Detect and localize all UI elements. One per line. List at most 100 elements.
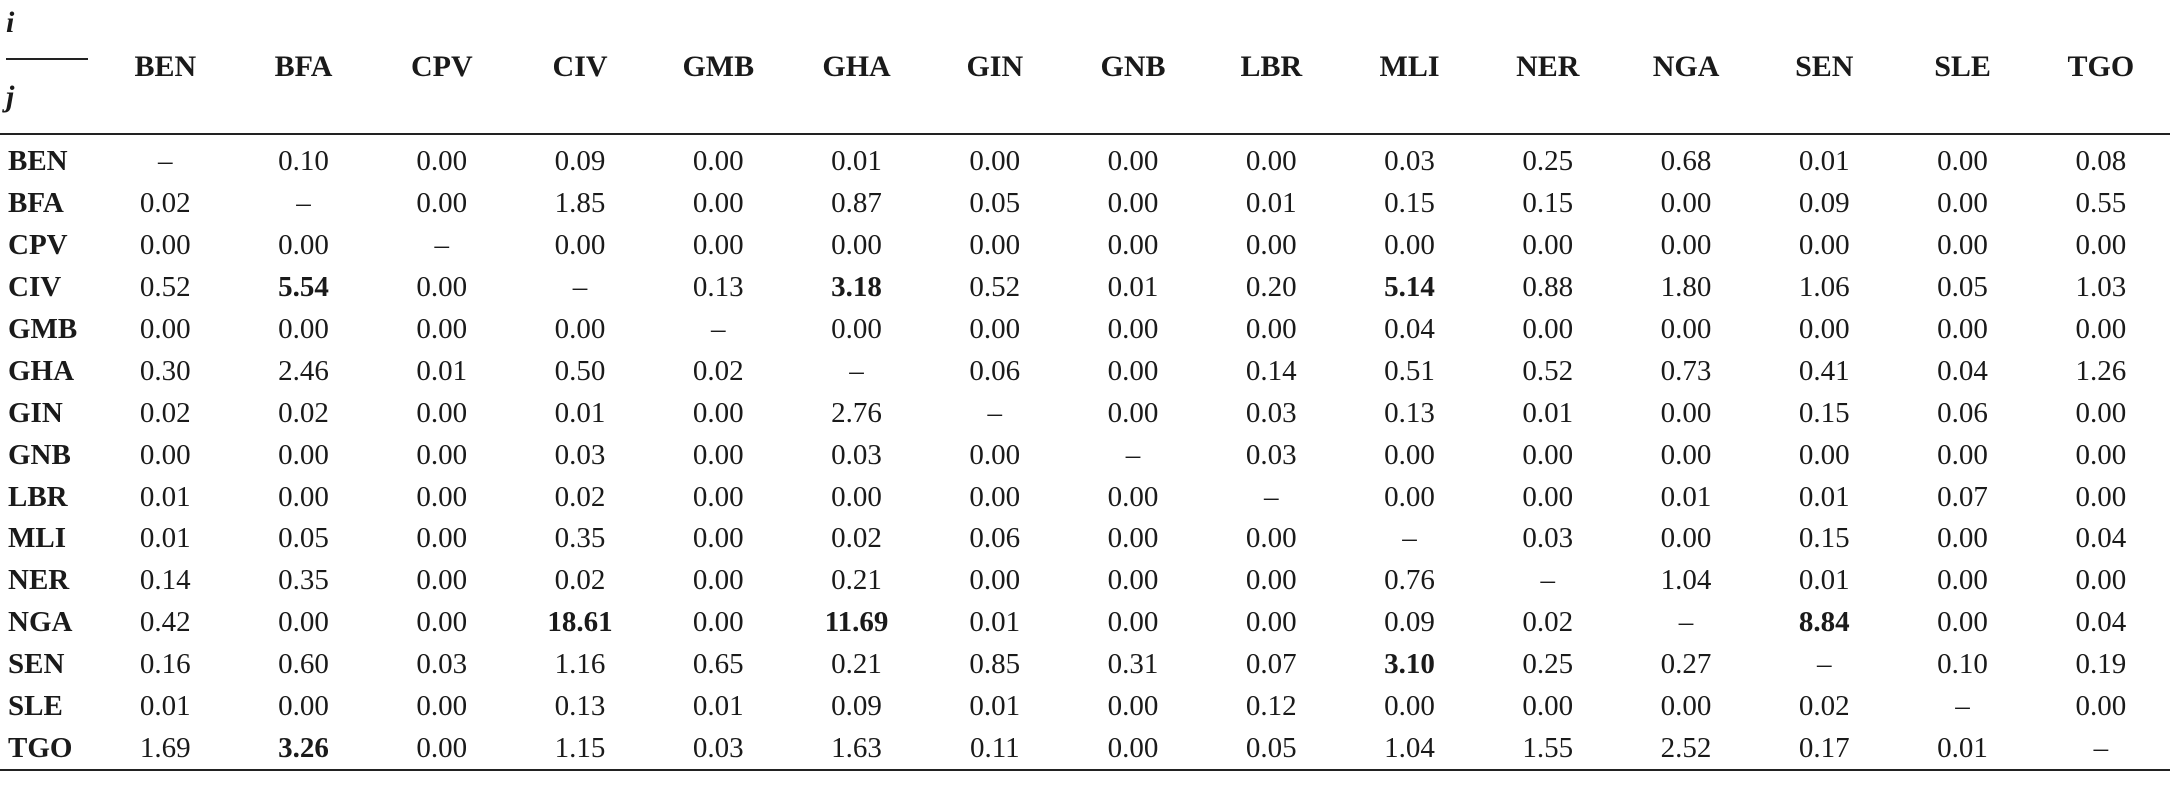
table-cell: 0.09 xyxy=(1798,187,1850,220)
table-cell: 0.00 xyxy=(831,480,882,513)
table-cell: 0.00 xyxy=(1937,564,1988,597)
table-row: SLE 0.01 0.00 0.00 0.13 0.01 0.09 0.01 0.00 0.12 0… xyxy=(0,686,2170,728)
table-cell: 0.03 xyxy=(554,438,606,471)
table-cell: 0.01 xyxy=(1798,145,1850,178)
column-header: GIN xyxy=(925,0,1064,135)
table-row: MLI 0.01 0.05 0.00 0.35 0.00 0.02 0.06 0.00 0.00 –… xyxy=(0,518,2170,560)
table-cell: 0.19 xyxy=(2075,648,2127,681)
table-cell: 0.01 xyxy=(969,690,1021,723)
table-cell: 0.50 xyxy=(554,354,606,387)
table-cell: 0.73 xyxy=(1660,354,1712,387)
table-cell: 2.52 xyxy=(1616,727,1756,772)
table-cell: 0.00 xyxy=(692,229,744,262)
table-cell: 1.16 xyxy=(554,648,606,681)
row-header: NER xyxy=(8,564,70,597)
table-row: TGO 1.69 3.26 0.00 1.15 0.03 1.63 0.11 0.00 0.05 1… xyxy=(0,727,2170,772)
table-cell: 0.00 xyxy=(692,564,744,597)
matrix-table-container: i j BEN BFA CPV CIV GMB GHA GIN GNB LBR MLI NER NGA… xyxy=(0,0,2170,772)
table-cell: 11.69 xyxy=(824,606,889,639)
table-cell: 0.00 xyxy=(1107,396,1159,429)
table-cell: 0.04 xyxy=(1384,313,1435,345)
table-cell: 0.00 xyxy=(139,229,191,262)
table-cell: 0.00 xyxy=(1384,229,1435,262)
table-cell: 1.26 xyxy=(2075,354,2127,387)
table-cell: – xyxy=(2031,727,2170,772)
table-cell: 0.17 xyxy=(1755,727,1894,772)
corner-label-j: j xyxy=(6,80,15,113)
column-header: LBR xyxy=(1202,0,1341,135)
table-cell: 0.00 xyxy=(2075,313,2127,345)
table-cell: 0.09 xyxy=(831,690,882,723)
table-cell: 1.63 xyxy=(787,727,926,772)
column-header: TGO xyxy=(2031,0,2170,135)
table-cell: 5.54 xyxy=(278,271,329,304)
table-cell: 0.00 xyxy=(278,313,329,345)
table-row: CPV 0.00 0.00 – 0.00 0.00 0.00 0.00 0.00 0.00 0.00… xyxy=(0,225,2170,267)
table-cell: 0.25 xyxy=(1522,648,1574,681)
table-cell: 0.00 xyxy=(139,438,191,471)
table-cell: 0.00 xyxy=(692,145,744,178)
table-cell: – xyxy=(1264,480,1279,513)
table-cell: 0.00 xyxy=(2075,690,2127,723)
table-cell: 0.01 xyxy=(139,690,191,723)
table-cell: 0.00 xyxy=(969,438,1021,471)
table-cell: 0.00 xyxy=(1107,690,1159,723)
table-cell: 0.00 xyxy=(1660,313,1712,345)
corner-divider xyxy=(6,58,88,60)
table-cell: 0.00 xyxy=(969,313,1021,345)
table-cell: 0.00 xyxy=(1937,187,1988,220)
table-cell: 0.13 xyxy=(554,690,606,723)
table-cell: 0.00 xyxy=(1937,145,1988,178)
table-cell: 0.01 xyxy=(139,522,191,555)
row-header: NGA xyxy=(8,606,73,639)
table-cell: 0.00 xyxy=(692,396,744,429)
table-cell: – xyxy=(849,354,864,387)
table-cell: 0.12 xyxy=(1245,690,1297,723)
table-cell: 1.55 xyxy=(1478,727,1617,772)
table-cell: 0.00 xyxy=(692,606,744,639)
row-header: BEN xyxy=(8,145,68,178)
table-cell: 0.00 xyxy=(1660,229,1712,262)
table-cell: 0.02 xyxy=(278,396,329,429)
table-cell: 0.60 xyxy=(278,648,329,681)
table-cell: 0.07 xyxy=(1937,480,1988,513)
table-cell: 0.51 xyxy=(1384,354,1435,387)
table-cell: 0.85 xyxy=(969,648,1021,681)
table-cell: 0.30 xyxy=(139,354,191,387)
table-cell: 0.00 xyxy=(139,313,191,345)
table-cell: 0.25 xyxy=(1522,145,1574,178)
table-cell: 0.00 xyxy=(278,606,329,639)
table-row: GNB 0.00 0.00 0.00 0.03 0.00 0.03 0.00 – 0.03 0.00… xyxy=(0,434,2170,476)
row-header: LBR xyxy=(8,480,68,513)
table-cell: 0.00 xyxy=(416,564,468,597)
table-cell: 0.11 xyxy=(925,727,1064,772)
table-cell: 0.01 xyxy=(1522,396,1574,429)
table-cell: 0.21 xyxy=(831,648,882,681)
table-row: LBR 0.01 0.00 0.00 0.02 0.00 0.00 0.00 0.00 – 0.00… xyxy=(0,476,2170,518)
table-cell: – xyxy=(1125,438,1141,471)
table-row: BEN – 0.10 0.00 0.09 0.00 0.01 0.00 0.00 0.00 0.03… xyxy=(0,134,2170,183)
table-cell: 0.00 xyxy=(1107,145,1159,178)
table-cell: 0.01 xyxy=(831,145,882,178)
table-cell: 0.41 xyxy=(1798,354,1850,387)
table-cell: 0.01 xyxy=(1245,187,1297,220)
table-cell: 0.05 xyxy=(969,187,1021,220)
table-body: BEN – 0.10 0.00 0.09 0.00 0.01 0.00 0.00 0.00 0.03… xyxy=(0,134,2170,772)
table-cell: 0.02 xyxy=(1798,690,1850,723)
column-header: CPV xyxy=(372,0,511,135)
table-cell: 1.04 xyxy=(1340,727,1479,772)
table-cell: 0.00 xyxy=(554,229,606,262)
table-cell: 0.00 xyxy=(692,187,744,220)
table-cell: – xyxy=(711,313,726,345)
column-header: BEN xyxy=(96,0,235,135)
table-cell: 0.00 xyxy=(416,606,468,639)
table-cell: 0.03 xyxy=(416,648,468,681)
table-cell: 1.06 xyxy=(1798,271,1850,304)
table-cell: 0.15 xyxy=(1522,187,1574,220)
table-cell: 0.87 xyxy=(831,187,882,220)
table-cell: 0.00 xyxy=(1245,145,1297,178)
table-cell: 0.00 xyxy=(278,229,329,262)
table-cell: 5.14 xyxy=(1384,271,1435,304)
table-cell: 0.04 xyxy=(1937,354,1988,387)
corner-cell: i j xyxy=(0,0,97,135)
